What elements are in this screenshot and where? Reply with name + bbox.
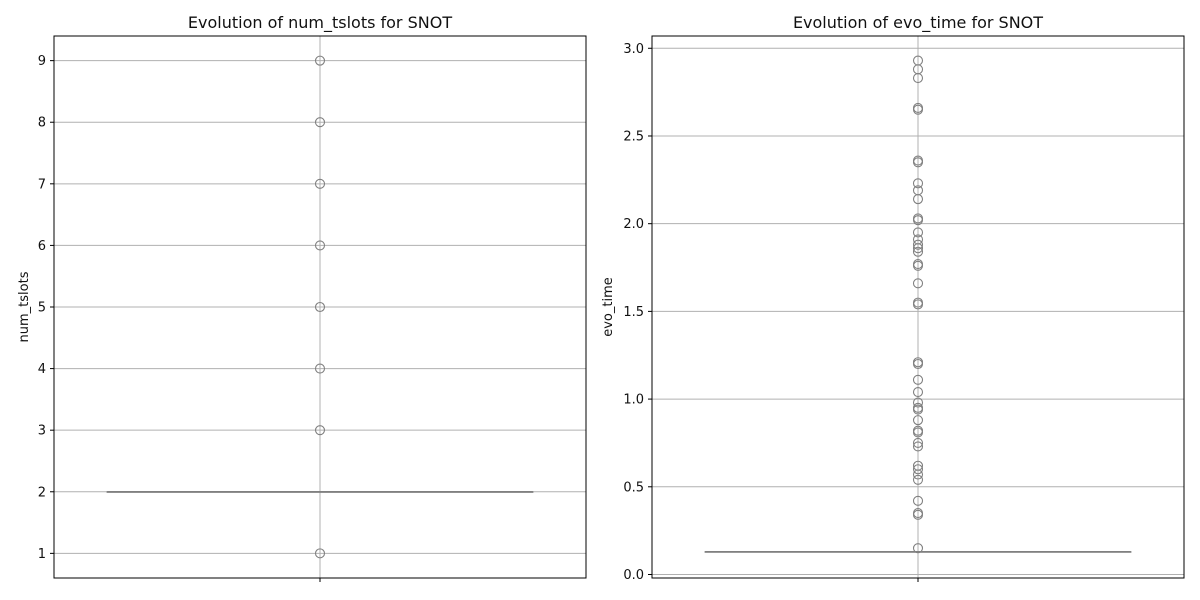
chart-panel-1: 1 2 3 4 5 6 7 8 9 Evolution of num_tslots for SNO…: [17, 13, 587, 582]
outlier-point: [912, 474, 924, 485]
outlier-point: [314, 548, 326, 559]
y-tick-label: 4: [38, 362, 46, 377]
outlier-point: [912, 460, 924, 471]
y-tick-label: 1: [38, 547, 46, 562]
outlier-point: [314, 301, 326, 313]
y-tick-label: 7: [38, 177, 46, 192]
outlier-point: [314, 240, 326, 251]
chart-panel-2: 0.0 0.5 1.0 1.5 2.0 2.5 3.0 Evolution of evo_ti…: [601, 13, 1185, 583]
outlier-point: [912, 374, 924, 385]
outlier-point: [912, 185, 924, 196]
y-tick-label: 1.0: [623, 393, 644, 408]
outlier-point: [912, 441, 924, 452]
outlier-point: [314, 55, 326, 66]
outlier-point: [912, 425, 924, 436]
y-axis-label: num_tslots: [17, 271, 32, 342]
outlier-point: [912, 102, 924, 113]
outlier-point: [912, 178, 924, 189]
y-tick-label: 2: [38, 485, 46, 500]
outlier-point: [912, 234, 924, 245]
y-tick-label: 0.0: [623, 568, 644, 583]
outlier-point: [912, 464, 924, 475]
y-tick-label: 0.5: [623, 480, 644, 495]
outlier-point: [912, 387, 924, 398]
chart-title: Evolution of evo_time for SNOT: [793, 13, 1043, 33]
outlier-point: [912, 55, 924, 66]
outlier-point: [912, 402, 924, 413]
y-tick-label: 9: [38, 54, 46, 69]
outlier-point: [912, 397, 924, 408]
outlier-point: [912, 357, 924, 368]
y-tick-label: 2.0: [623, 217, 644, 232]
outlier-point: [912, 213, 924, 224]
outlier-point: [912, 278, 924, 289]
chart-title: Evolution of num_tslots for SNOT: [188, 13, 452, 33]
y-tick-label: 5: [38, 301, 46, 316]
outlier-point: [912, 227, 924, 238]
outlier-point: [912, 246, 924, 257]
outlier-point: [912, 239, 924, 250]
y-axis-label: evo_time: [601, 277, 616, 337]
outlier-point: [912, 437, 924, 448]
outlier-point: [912, 155, 924, 166]
outlier-point: [912, 495, 924, 506]
outlier-point: [314, 178, 326, 189]
y-tick-label: 8: [38, 116, 46, 131]
outlier-point: [912, 543, 924, 554]
outlier-point: [314, 117, 326, 128]
outlier-point: [912, 258, 924, 270]
y-tick-label: 3.0: [623, 42, 644, 57]
outlier-point: [912, 415, 924, 426]
y-tick-label: 3: [38, 424, 46, 439]
outlier-point: [912, 508, 924, 519]
outlier-point: [314, 425, 326, 436]
y-tick-label: 6: [38, 239, 46, 254]
outlier-point: [912, 297, 924, 308]
y-tick-label: 2.5: [623, 129, 644, 144]
outlier-point: [314, 363, 326, 374]
y-tick-label: 1.5: [623, 305, 644, 320]
